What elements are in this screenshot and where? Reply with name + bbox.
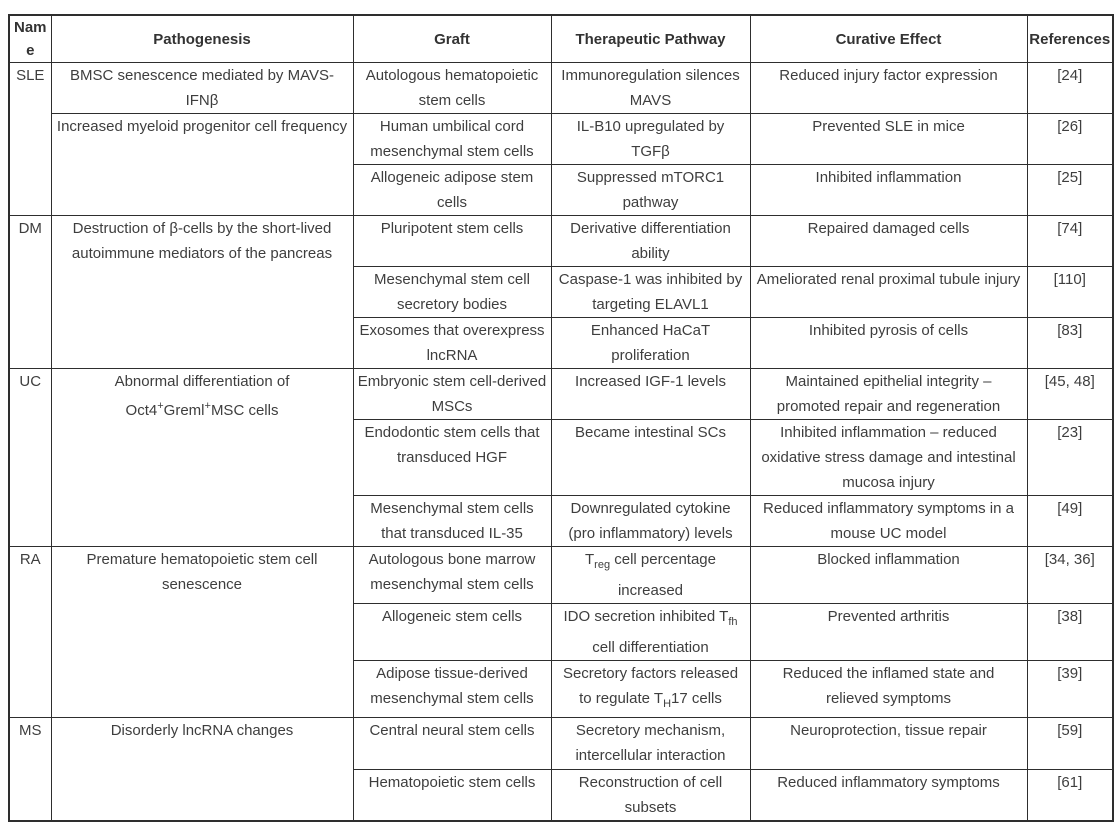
pathway-cell: Became intestinal SCs	[550, 419, 751, 496]
stem-cell-therapy-table: Name Pathogenesis Graft Therapeutic Path…	[8, 14, 1114, 822]
table-row: SLE BMSC senescence mediated by MAVS-IFN…	[8, 62, 1114, 216]
effect-cell: Reduced inflammatory symptoms in a mouse…	[749, 495, 1028, 547]
pathway-cell: Reconstruction of cell subsets	[550, 769, 751, 822]
graft-cell: Allogeneic stem cells	[352, 603, 552, 661]
graft-cell: Embryonic stem cell-derived MSCs	[352, 368, 552, 420]
paper-table-page: Name Pathogenesis Graft Therapeutic Path…	[8, 14, 1114, 822]
name-cell: RA	[8, 546, 52, 718]
name-cell: DM	[8, 215, 52, 369]
reference-cell: [45, 48]	[1026, 368, 1114, 420]
reference-cell: [83]	[1026, 317, 1114, 369]
name-cell: MS	[8, 717, 52, 822]
col-header-name: Name	[8, 14, 52, 63]
pathway-cell: Treg cell percentage increased	[550, 546, 751, 604]
effect-cell: Maintained epithelial integrity – promot…	[749, 368, 1028, 420]
graft-cell: Mesenchymal stem cell secretory bodies	[352, 266, 552, 318]
table-row: RA Premature hematopoietic stem cell sen…	[8, 546, 1114, 718]
reference-cell: [26]	[1026, 113, 1114, 165]
name-cell: SLE	[8, 62, 52, 216]
pathway-cell: Caspase-1 was inhibited by targeting ELA…	[550, 266, 751, 318]
table-row: UC Abnormal differentiation of Oct4+Grem…	[8, 368, 1114, 547]
pathogenesis-cell: Abnormal differentiation of Oct4+Greml+M…	[50, 368, 354, 547]
reference-cell: [25]	[1026, 164, 1114, 216]
table-row: Increased myeloid progenitor cell freque…	[9, 113, 1114, 216]
pathway-cell: Secretory factors released to regulate T…	[550, 660, 751, 718]
table-row: Exosomes that overexpress lncRNA Enhance…	[9, 317, 1114, 369]
graft-cell: Autologous bone marrow mesenchymal stem …	[352, 546, 552, 604]
col-header-therapeutic-pathway: Therapeutic Pathway	[550, 14, 751, 63]
name-cell: UC	[8, 368, 52, 547]
table-row: DM Destruction of β-cells by the short-l…	[8, 215, 1114, 369]
graft-cell: Central neural stem cells	[352, 717, 552, 770]
effect-cell: Neuroprotection, tissue repair	[749, 717, 1028, 770]
reference-cell: [61]	[1026, 769, 1114, 822]
col-header-graft: Graft	[352, 14, 552, 63]
table-row: Mesenchymal stem cell secretory bodies C…	[9, 266, 1114, 318]
col-header-pathogenesis: Pathogenesis	[50, 14, 354, 63]
reference-cell: [49]	[1026, 495, 1114, 547]
pathway-cell: Suppressed mTORC1 pathway	[550, 164, 751, 216]
graft-cell: Mesenchymal stem cells that transduced I…	[352, 495, 552, 547]
col-header-references: References	[1026, 14, 1114, 63]
reference-cell: [110]	[1026, 266, 1114, 318]
effect-cell: Reduced injury factor expression	[749, 62, 1028, 114]
table-row: Adipose tissue-derived mesenchymal stem …	[9, 660, 1114, 718]
pathogenesis-cell: Increased myeloid progenitor cell freque…	[50, 113, 354, 216]
pathway-cell: Secretory mechanism, intercellular inter…	[550, 717, 751, 770]
pathogenesis-cell: Disorderly lncRNA changes	[50, 717, 354, 822]
col-header-curative-effect: Curative Effect	[749, 14, 1028, 63]
effect-cell: Inhibited inflammation	[749, 164, 1028, 216]
pathway-cell: Immunoregulation silences MAVS	[550, 62, 751, 114]
effect-cell: Prevented arthritis	[749, 603, 1028, 661]
table-row: MS Disorderly lncRNA changes Central neu…	[8, 717, 1114, 822]
pathway-cell: Downregulated cytokine (pro inflammatory…	[550, 495, 751, 547]
graft-cell: Exosomes that overexpress lncRNA	[352, 317, 552, 369]
reference-cell: [38]	[1026, 603, 1114, 661]
pathway-cell: IL-B10 upregulated by TGFβ	[550, 113, 751, 165]
pathway-cell: Enhanced HaCaT proliferation	[550, 317, 751, 369]
pathway-cell: IDO secretion inhibited Tfh cell differe…	[550, 603, 751, 661]
table-row: Allogeneic adipose stem cells Suppressed…	[9, 164, 1114, 216]
effect-cell: Reduced the inflamed state and relieved …	[749, 660, 1028, 718]
reference-cell: [34, 36]	[1026, 546, 1114, 604]
effect-cell: Blocked inflammation	[749, 546, 1028, 604]
graft-cell: Human umbilical cord mesenchymal stem ce…	[352, 113, 552, 165]
pathogenesis-cell: Destruction of β-cells by the short-live…	[50, 215, 354, 369]
reference-cell: [39]	[1026, 660, 1114, 718]
pathogenesis-cell: BMSC senescence mediated by MAVS-IFNβ	[50, 62, 354, 114]
header-row: Name Pathogenesis Graft Therapeutic Path…	[8, 14, 1114, 63]
effect-cell: Inhibited inflammation – reduced oxidati…	[749, 419, 1028, 496]
table-row: Endodontic stem cells that transduced HG…	[9, 419, 1114, 496]
graft-cell: Adipose tissue-derived mesenchymal stem …	[352, 660, 552, 718]
reference-cell: [24]	[1026, 62, 1114, 114]
reference-cell: [59]	[1026, 717, 1114, 770]
graft-cell: Allogeneic adipose stem cells	[352, 164, 552, 216]
effect-cell: Repaired damaged cells	[749, 215, 1028, 267]
reference-cell: [23]	[1026, 419, 1114, 496]
effect-cell: Prevented SLE in mice	[749, 113, 1028, 165]
graft-cell: Endodontic stem cells that transduced HG…	[352, 419, 552, 496]
reference-cell: [74]	[1026, 215, 1114, 267]
effect-cell: Ameliorated renal proximal tubule injury	[749, 266, 1028, 318]
pathway-cell: Increased IGF-1 levels	[550, 368, 751, 420]
graft-cell: Pluripotent stem cells	[352, 215, 552, 267]
graft-cell: Autologous hematopoietic stem cells	[352, 62, 552, 114]
pathway-cell: Derivative differentiation ability	[550, 215, 751, 267]
pathogenesis-cell: Premature hematopoietic stem cell senesc…	[50, 546, 354, 718]
effect-cell: Reduced inflammatory symptoms	[749, 769, 1028, 822]
graft-cell: Hematopoietic stem cells	[352, 769, 552, 822]
effect-cell: Inhibited pyrosis of cells	[749, 317, 1028, 369]
